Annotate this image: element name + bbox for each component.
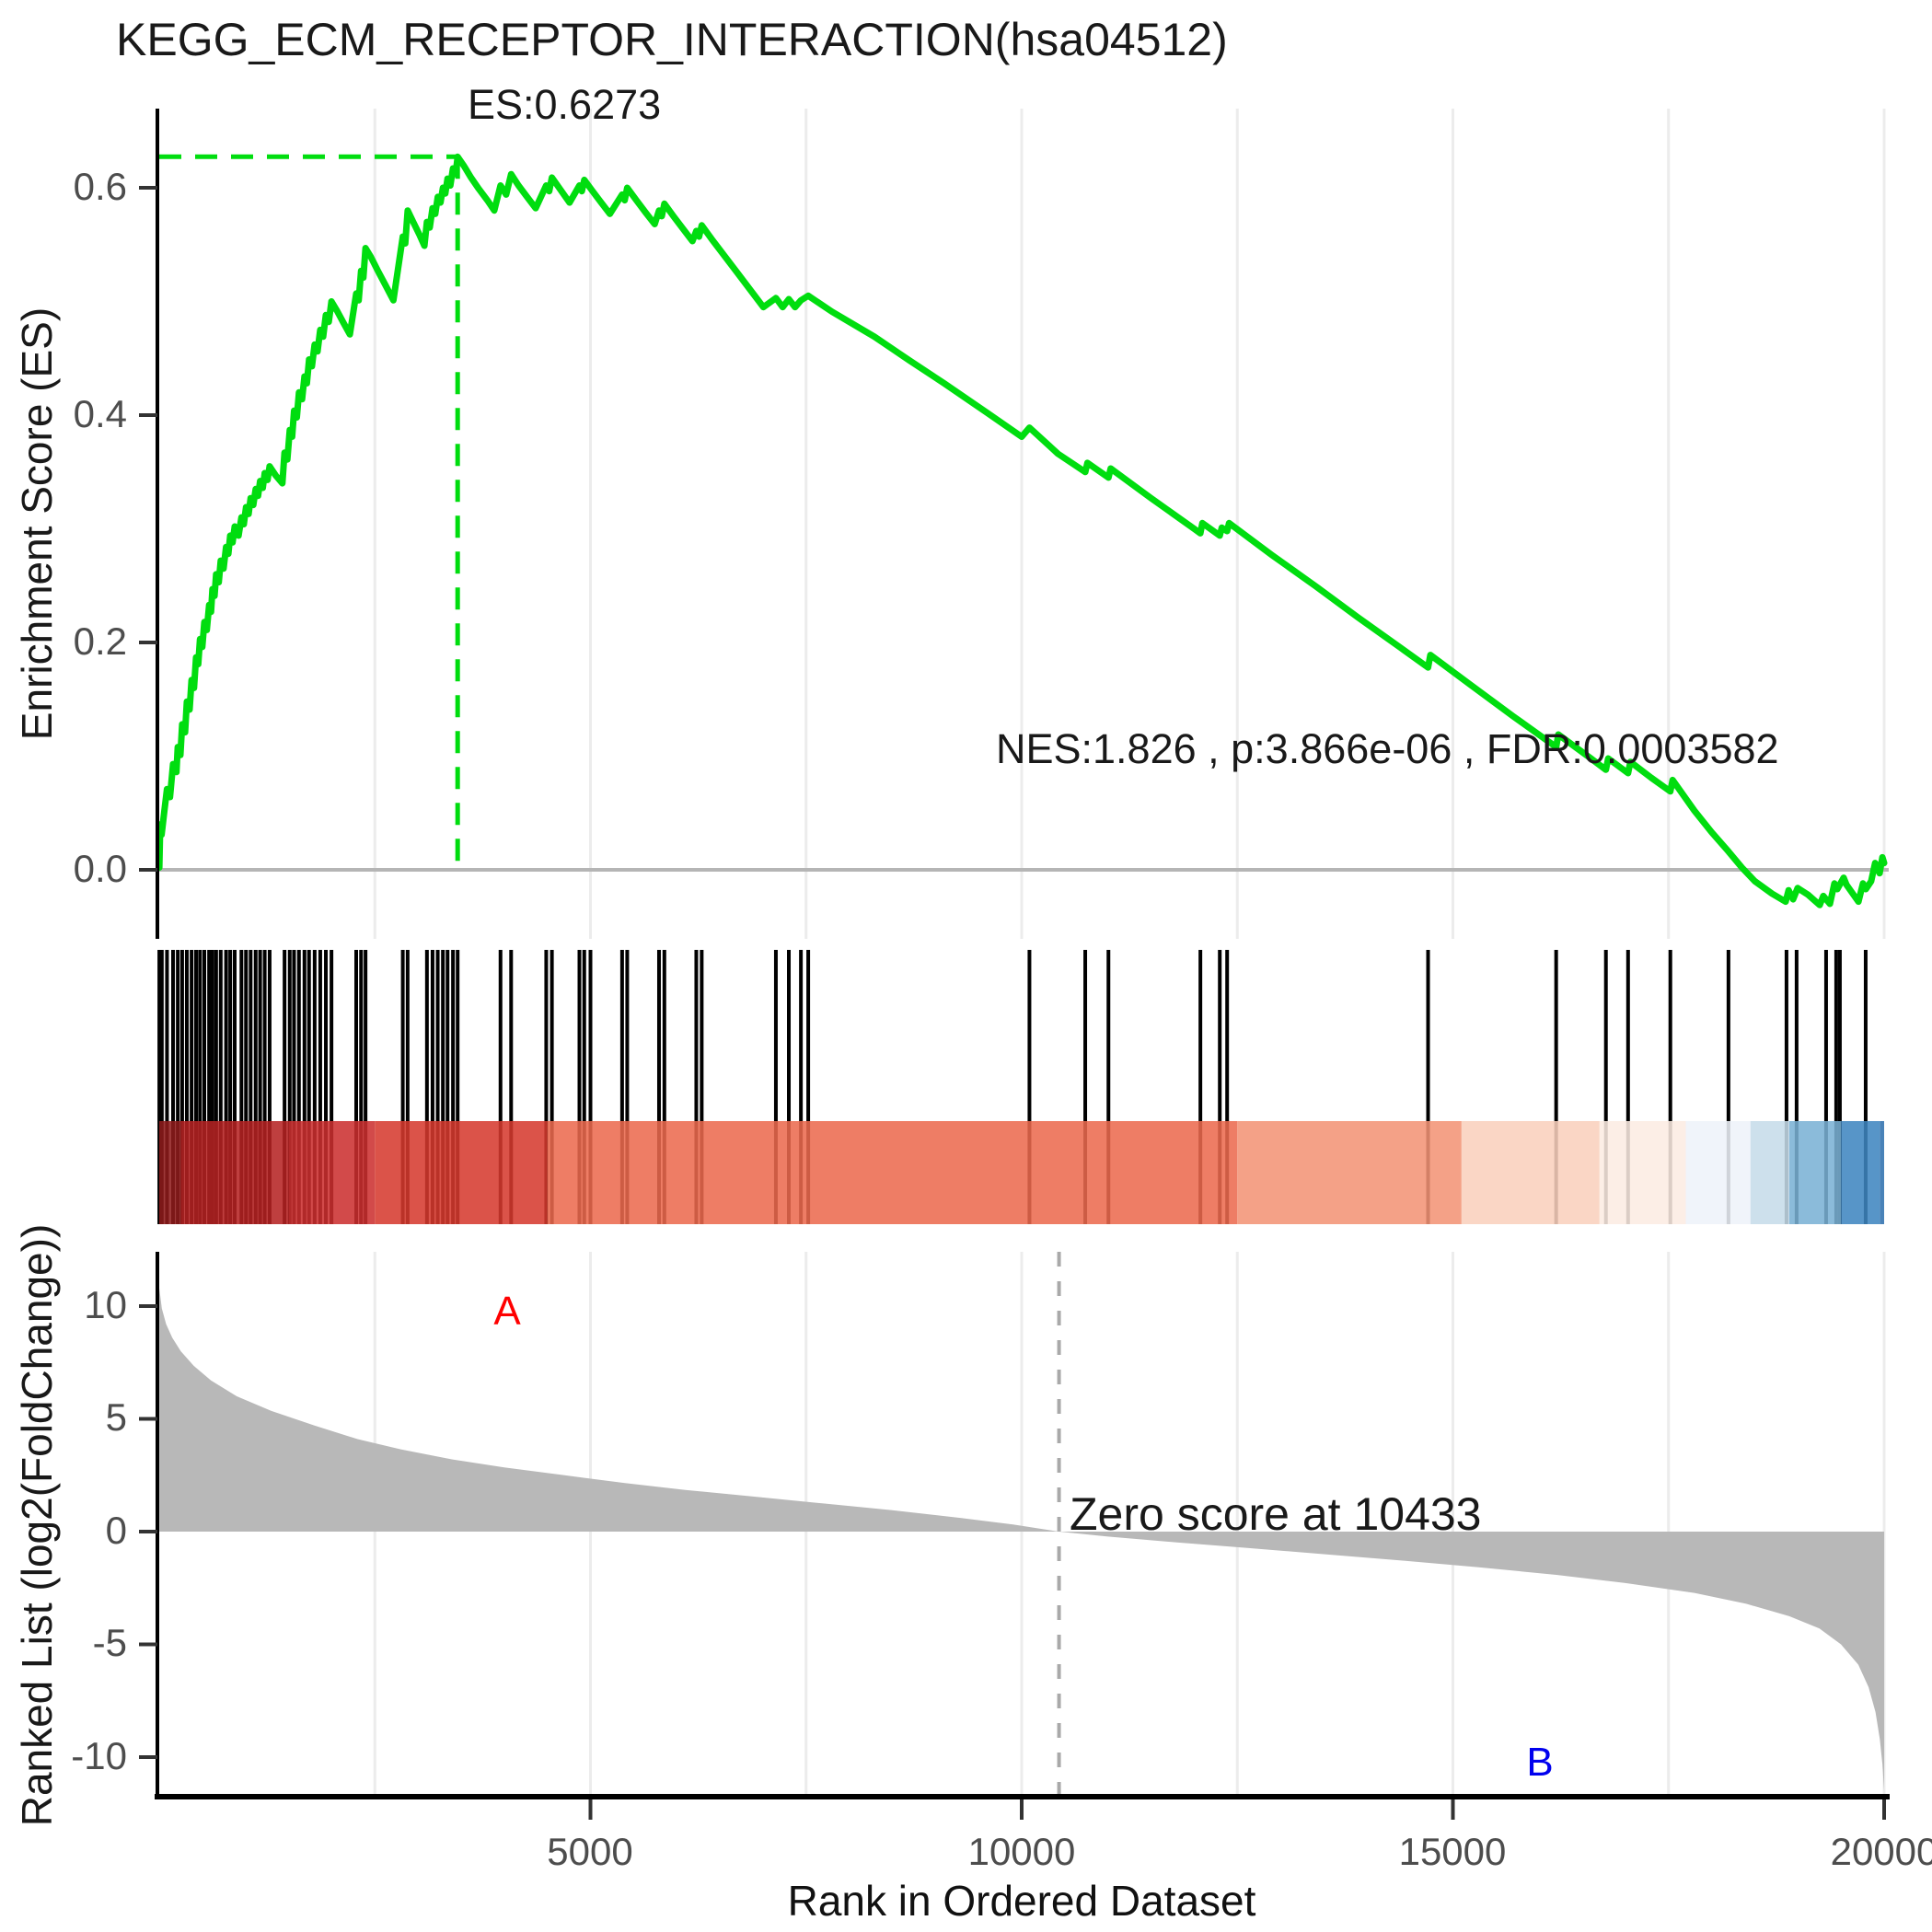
es-ytick-0.0: 0.0 — [73, 847, 127, 890]
group-a-label: A — [493, 1289, 521, 1334]
foldchange-colorbar-segment — [1841, 1121, 1880, 1224]
es-ytick-0.2: 0.2 — [73, 619, 127, 663]
foldchange-colorbar-segment — [1788, 1121, 1842, 1224]
plot-title: KEGG_ECM_RECEPTOR_INTERACTION(hsa04512) — [116, 14, 1228, 65]
foldchange-colorbar-segment — [547, 1121, 1238, 1224]
xtick-10000: 10000 — [967, 1830, 1076, 1873]
es-curve — [156, 153, 1888, 908]
zero-score-annotation: Zero score at 10433 — [1070, 1488, 1482, 1540]
rank-ytick--5: -5 — [92, 1621, 127, 1664]
foldchange-colorbar-segment — [288, 1121, 376, 1224]
es-peak-annotation: ES:0.6273 — [468, 81, 662, 128]
rank-ytick--10: -10 — [71, 1734, 127, 1777]
xtick-15000: 15000 — [1398, 1830, 1507, 1873]
nes-stats-annotation: NES:1.826 , p:3.866e-06 , FDR:0.0003582 — [996, 725, 1779, 772]
rank-ytick-5: 5 — [105, 1395, 127, 1439]
foldchange-colorbar-segment — [1750, 1121, 1789, 1224]
foldchange-colorbar-segment — [375, 1121, 548, 1224]
foldchange-colorbar-segment — [1599, 1121, 1686, 1224]
foldchange-colorbar-segment — [1237, 1121, 1462, 1224]
foldchange-colorbar-segment — [180, 1121, 289, 1224]
xtick-5000: 5000 — [547, 1830, 633, 1873]
foldchange-colorbar-segment — [1685, 1121, 1751, 1224]
foldchange-colorbar-segment — [1880, 1121, 1884, 1224]
y-axis-label-enrichment-score: Enrichment Score (ES) — [13, 307, 61, 741]
foldchange-colorbar-segment — [159, 1121, 181, 1224]
xtick-20000: 20000 — [1830, 1830, 1932, 1873]
es-ytick-0.6: 0.6 — [73, 165, 127, 208]
rank-ytick-0: 0 — [105, 1509, 127, 1552]
x-axis-label: Rank in Ordered Dataset — [787, 1877, 1256, 1925]
es-ytick-0.4: 0.4 — [73, 392, 127, 435]
ranked-list-area — [159, 1288, 1885, 1791]
foldchange-colorbar-segment — [1461, 1121, 1600, 1224]
group-b-label: B — [1526, 1740, 1554, 1785]
rank-ytick-10: 10 — [84, 1283, 127, 1326]
